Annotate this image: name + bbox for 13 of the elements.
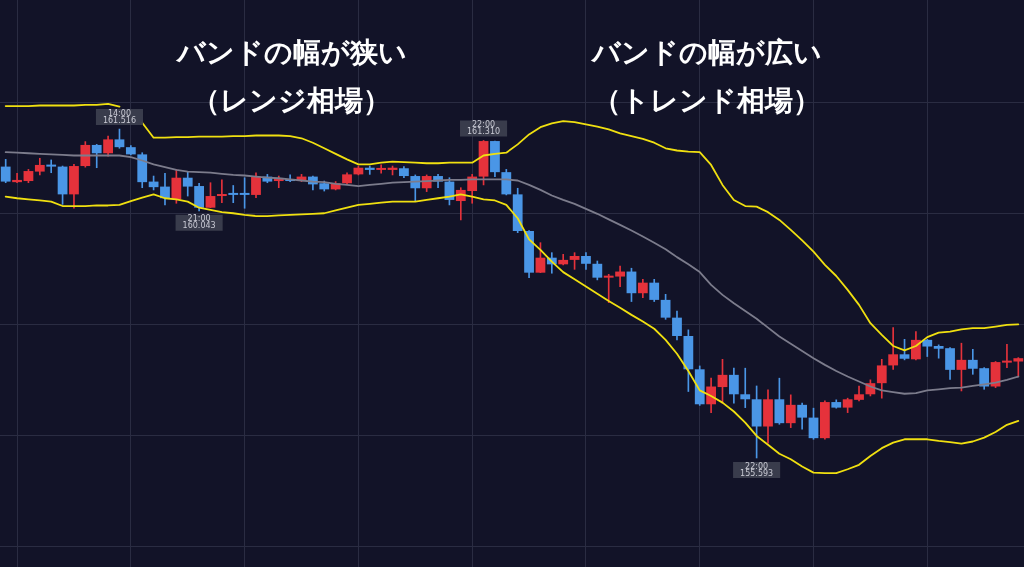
candlestick	[12, 172, 22, 184]
candlestick	[376, 164, 387, 174]
annotation: 22:00 161.310	[467, 120, 501, 137]
candlestick	[216, 179, 227, 204]
candlestick	[364, 165, 375, 175]
annotation: 14:00 161.516	[102, 108, 137, 125]
candlestick	[46, 159, 57, 174]
annotation: 22:00 155.593	[740, 461, 774, 478]
candlestick	[740, 367, 751, 408]
annotation: バンドの幅が広い（トレンド相場）	[589, 36, 822, 118]
annotation: バンドの幅が狭い（レンジ相場）	[174, 36, 407, 118]
candlestick	[228, 185, 239, 204]
annotation: 21:00 160.043	[182, 214, 216, 231]
